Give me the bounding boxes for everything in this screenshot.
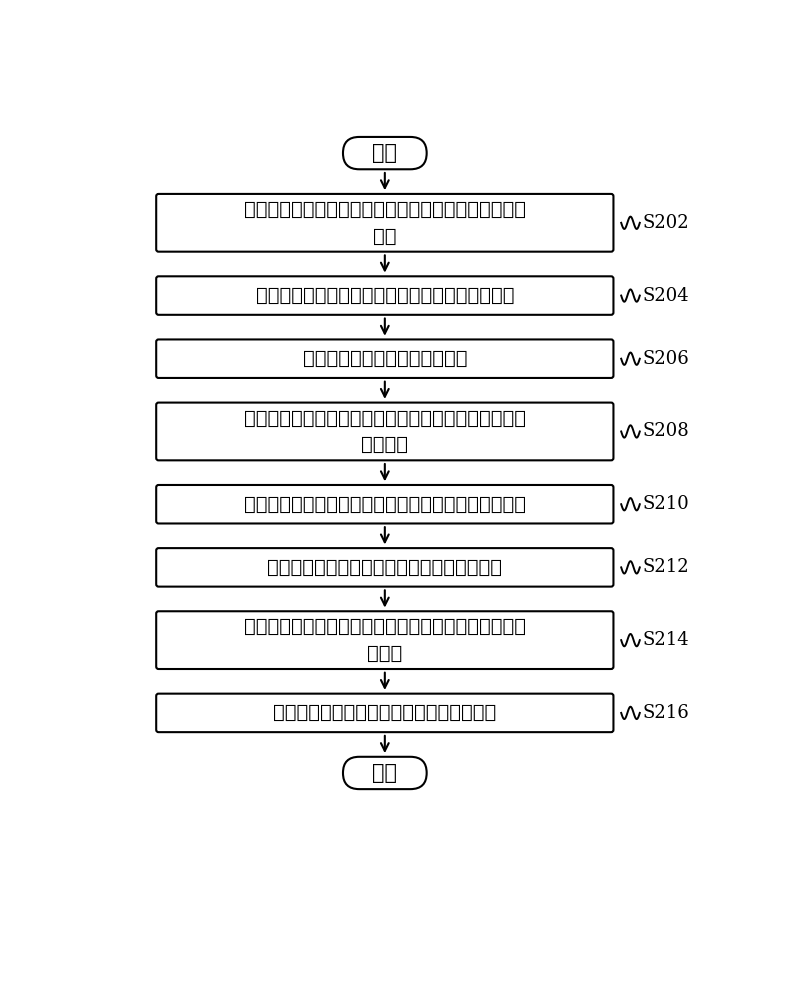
FancyBboxPatch shape	[156, 276, 614, 315]
Text: 当次数大于预设次数阈值时，将第一颜色更换为预设的
第二颜色: 当次数大于预设次数阈值时，将第一颜色更换为预设的 第二颜色	[244, 409, 526, 454]
Text: S202: S202	[643, 214, 689, 232]
Text: 显示将第一颜色更换为第二颜色的第二信息: 显示将第一颜色更换为第二颜色的第二信息	[273, 703, 497, 722]
Text: S206: S206	[643, 350, 689, 368]
Text: S208: S208	[643, 422, 689, 440]
FancyBboxPatch shape	[156, 485, 614, 523]
FancyBboxPatch shape	[343, 137, 426, 169]
Text: 判断次数是否大于预设次数阈值: 判断次数是否大于预设次数阈值	[303, 349, 467, 368]
Text: 接收将终端显示的第一信息替换成显示第二信息的指令: 接收将终端显示的第一信息替换成显示第二信息的指令	[244, 495, 526, 514]
FancyBboxPatch shape	[343, 757, 426, 789]
Text: S212: S212	[643, 558, 689, 576]
FancyBboxPatch shape	[156, 611, 614, 669]
Text: 结束: 结束	[372, 763, 398, 783]
Text: 计算预设时间内持续时长超出预设时间阈值的次数: 计算预设时间内持续时长超出预设时间阈值的次数	[256, 286, 514, 305]
FancyBboxPatch shape	[156, 694, 614, 732]
FancyBboxPatch shape	[156, 194, 614, 252]
Text: S204: S204	[643, 287, 689, 305]
FancyBboxPatch shape	[156, 339, 614, 378]
Text: S210: S210	[643, 495, 689, 513]
Text: 确定用户注视终端显示的第一信息中的第一颜色的持续
时长: 确定用户注视终端显示的第一信息中的第一颜色的持续 时长	[244, 200, 526, 246]
Text: 若判断结果为是，则将第二信息中的第一颜色更换为第
二颜色: 若判断结果为是，则将第二信息中的第一颜色更换为第 二颜色	[244, 617, 526, 663]
FancyBboxPatch shape	[156, 548, 614, 587]
Text: S216: S216	[643, 704, 689, 722]
Text: S214: S214	[643, 631, 689, 649]
Text: 开始: 开始	[372, 143, 398, 163]
Text: 根据指令，判断第二信息中是否存在第一颜色: 根据指令，判断第二信息中是否存在第一颜色	[267, 558, 502, 577]
FancyBboxPatch shape	[156, 403, 614, 460]
